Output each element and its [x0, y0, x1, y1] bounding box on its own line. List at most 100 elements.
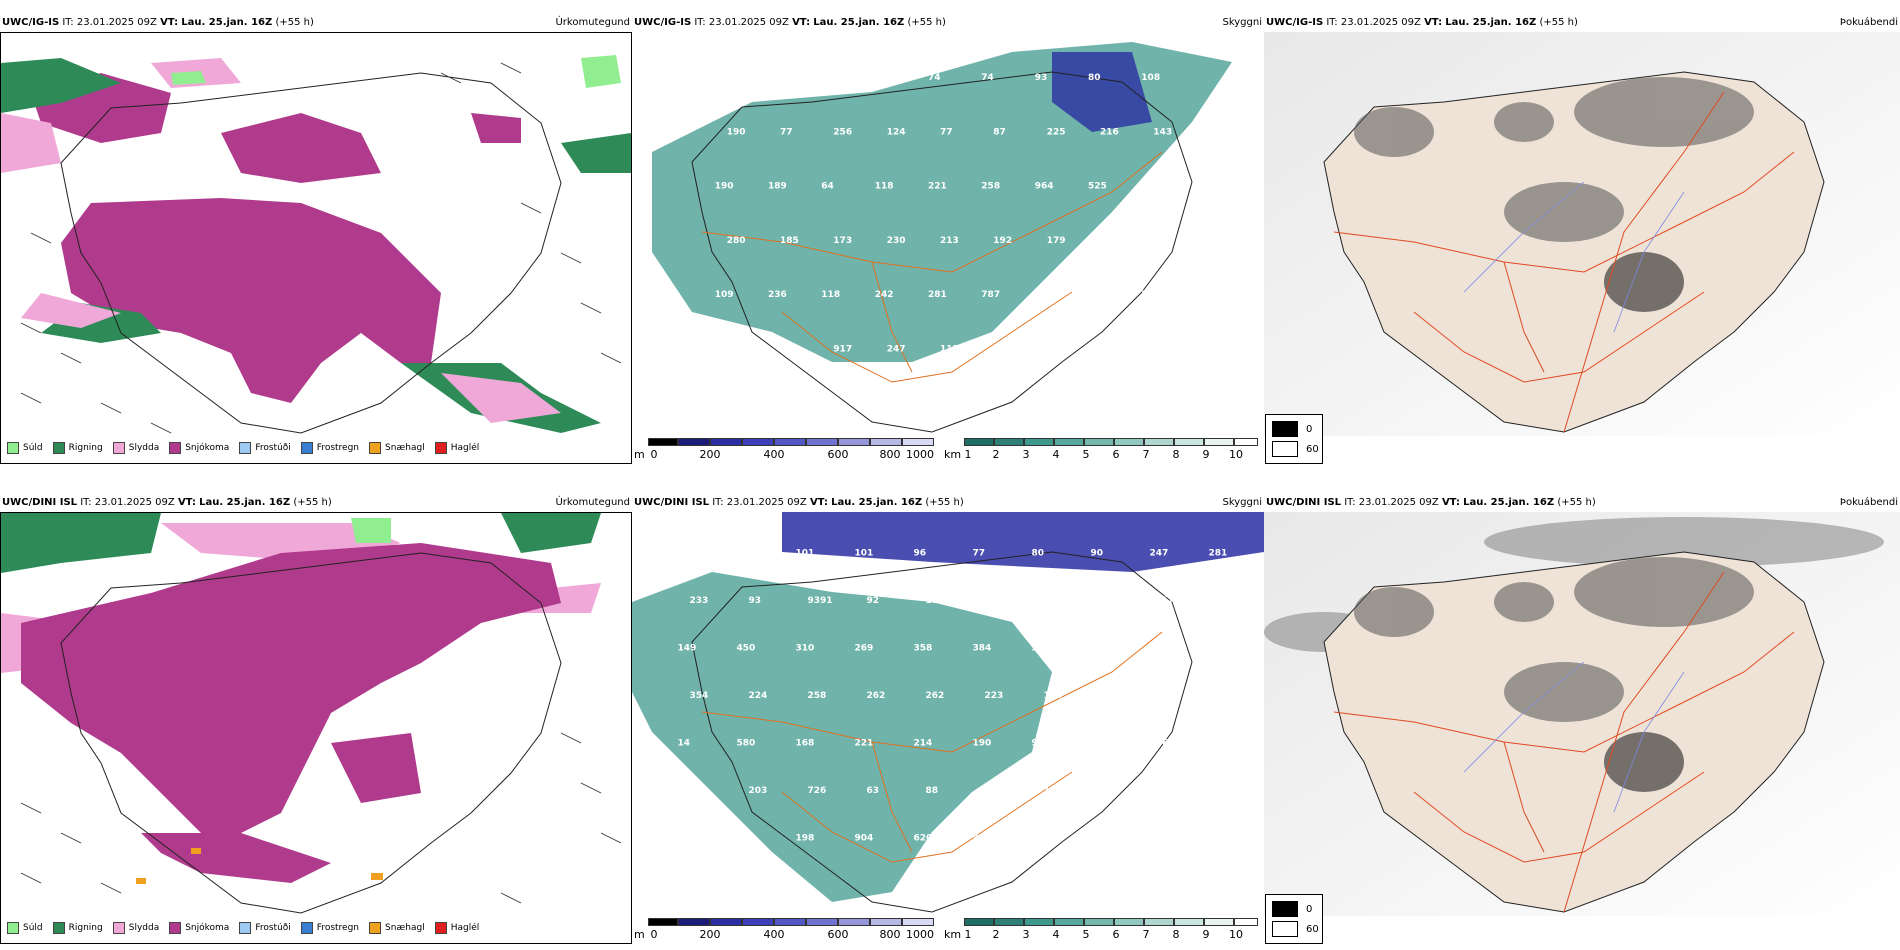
- iceland-land: [1323, 551, 1825, 913]
- visibility-value-label: 118: [875, 182, 894, 192]
- visibility-value-label: 168: [796, 738, 815, 748]
- legend-item: Frostúði: [239, 442, 291, 454]
- visibility-value-label: 185: [780, 236, 799, 246]
- visibility-value-label: 904: [855, 833, 874, 843]
- fog-index-key: 0 60: [1265, 414, 1323, 464]
- visibility-value-label: 310: [796, 643, 815, 653]
- panel-precip-type-igis: UWC/IG-IS IT: 23.01.2025 09Z VT: Lau. 25…: [0, 14, 632, 464]
- visibility-value-label: 244: [1044, 596, 1063, 606]
- visibility-value-label: 620: [914, 833, 933, 843]
- map-precip-type: Súld Rigning Slydda Snjókoma Frostúði Fr…: [0, 32, 632, 464]
- panel-fog-index-igis: UWC/IG-IS IT: 23.01.2025 09Z VT: Lau. 25…: [1264, 14, 1900, 464]
- visibility-value-label: 456: [1209, 738, 1228, 748]
- wind-barbs: [20, 62, 622, 434]
- panel-title: UWC/DINI ISL IT: 23.01.2025 09Z VT: Lau.…: [2, 497, 332, 508]
- visibility-value-label: 398: [973, 833, 992, 843]
- visibility-value-label: 93: [1035, 73, 1048, 83]
- visibility-value-label: 87: [993, 127, 1006, 137]
- visibility-value-label: 189: [768, 182, 787, 192]
- visibility-value-label: 90: [1091, 548, 1104, 558]
- visibility-value-label: 230: [887, 236, 906, 246]
- visibility-value-label: 354: [690, 691, 709, 701]
- visibility-value-label: 408: [1100, 236, 1119, 246]
- field-name: Úrkomutegund: [551, 14, 630, 32]
- visibility-value-label: 164: [985, 786, 1004, 796]
- visibility-value-label: 109: [715, 290, 734, 300]
- iceland-coastline: [60, 552, 562, 914]
- field-name: Þokuábendi: [1835, 14, 1898, 32]
- visibility-value-label: 118: [821, 290, 840, 300]
- road-network: [701, 631, 1163, 863]
- panel-visibility-igis: UWC/IG-IS IT: 23.01.2025 09Z VT: Lau. 25…: [632, 14, 1264, 464]
- visibility-km-colorbar: km 1 2 3 4 5 6 7 8 9 10: [944, 918, 1262, 944]
- visibility-value-label: 158: [1044, 691, 1063, 701]
- visibility-value-label: 253: [727, 344, 746, 354]
- visibility-value-label: 176: [1162, 596, 1181, 606]
- panel-fog-index-dini: UWC/DINI ISL IT: 23.01.2025 09Z VT: Lau.…: [1264, 494, 1900, 944]
- panel-precip-type-dini: UWC/DINI ISL IT: 23.01.2025 09Z VT: Lau.…: [0, 494, 632, 944]
- visibility-value-label: 262: [926, 691, 945, 701]
- visibility-value-label: 299: [1103, 596, 1122, 606]
- visibility-m-colorbar: m 0 200 400 600 800 1000: [634, 918, 944, 944]
- visibility-value-labels: 318 113 99 94 74 74 93 80 108 190 77 256 124 77 87 225 2…: [715, 73, 1172, 409]
- visibility-value-label: 373: [1141, 182, 1160, 192]
- visibility-value-label: 726: [808, 786, 827, 796]
- visibility-km-colorbar: km 1 2 3 4 5 6 7 8 9 10: [944, 438, 1262, 464]
- map-visibility: 318 113 99 94 74 74 93 80 108 190 77 256 124 77 87 225 2…: [632, 32, 1264, 436]
- visibility-value-label: 190: [715, 182, 734, 192]
- legend-item: Haglél: [434, 922, 479, 934]
- visibility-value-label: 469: [1162, 691, 1181, 701]
- visibility-value-label: 440: [1209, 643, 1228, 653]
- visibility-blue-area: [782, 512, 1264, 572]
- visibility-value-label: 143: [1150, 833, 1169, 843]
- field-name: Skyggni: [1218, 14, 1262, 32]
- visibility-value-label: 124: [887, 127, 906, 137]
- visibility-value-label: 225: [1047, 127, 1066, 137]
- panel-title: UWC/DINI ISL IT: 23.01.2025 09Z VT: Lau.…: [1266, 497, 1596, 508]
- road-network: [1333, 91, 1795, 433]
- map-svg: [1, 513, 631, 943]
- map-fog-index: [1264, 32, 1900, 436]
- visibility-value-label: 179: [1047, 236, 1066, 246]
- visibility-value-label: 117: [993, 344, 1012, 354]
- legend-item: Snæhagl: [369, 922, 425, 934]
- visibility-value-label: 525: [1088, 182, 1107, 192]
- visibility-value-label: 100: [737, 548, 756, 558]
- map-precip-type: Súld Rigning Slydda Snjókoma Frostúði Fr…: [0, 512, 632, 944]
- visibility-value-label: 222: [1150, 643, 1169, 653]
- fog-index-key: 0 60: [1265, 894, 1323, 944]
- field-name: Úrkomutegund: [551, 494, 630, 512]
- visibility-value-label: 9391: [808, 596, 833, 606]
- visibility-value-label: 171: [749, 881, 768, 891]
- visibility-value-label: 101: [796, 548, 815, 558]
- visibility-value-label: 244: [1103, 691, 1122, 701]
- visibility-value-label: 173: [690, 881, 709, 891]
- visibility-value-label: 190: [973, 738, 992, 748]
- visibility-value-label: 281: [1209, 548, 1228, 558]
- precip-legend: Súld Rigning Slydda Snjókoma Frostúði Fr…: [7, 919, 479, 937]
- visibility-value-label: 961: [1032, 738, 1051, 748]
- visibility-value-label: 262: [867, 691, 886, 701]
- panel-title: UWC/IG-IS IT: 23.01.2025 09Z VT: Lau. 25…: [634, 17, 946, 28]
- visibility-value-label: 221: [855, 738, 874, 748]
- legend-item: Rigning: [52, 922, 103, 934]
- rivers: [1463, 181, 1685, 333]
- road-network: [701, 151, 1163, 383]
- visibility-value-label: 14: [678, 738, 691, 748]
- visibility-value-label: 77: [973, 548, 986, 558]
- visibility-value-label: 87: [1221, 786, 1234, 796]
- visibility-value-label: 964: [1035, 182, 1054, 192]
- map-visibility: 82 100 101 101 96 77 80 90 247 281 233 93 9391 92 125 1…: [632, 512, 1264, 916]
- visibility-value-label: 798: [1091, 643, 1110, 653]
- visibility-value-label: 149: [678, 643, 697, 653]
- legend-item: Snæhagl: [369, 442, 425, 454]
- visibility-value-label: 110: [985, 596, 1004, 606]
- visibility-value-label: 515: [1141, 290, 1160, 300]
- visibility-value-label: 94: [875, 73, 888, 83]
- legend-item: Súld: [7, 442, 43, 454]
- visibility-value-label: 384: [973, 643, 992, 653]
- visibility-value-label: 101: [855, 548, 874, 558]
- visibility-value-label: 108: [1141, 73, 1160, 83]
- visibility-value-label: 64: [821, 182, 834, 192]
- drizzle-area: [171, 55, 621, 88]
